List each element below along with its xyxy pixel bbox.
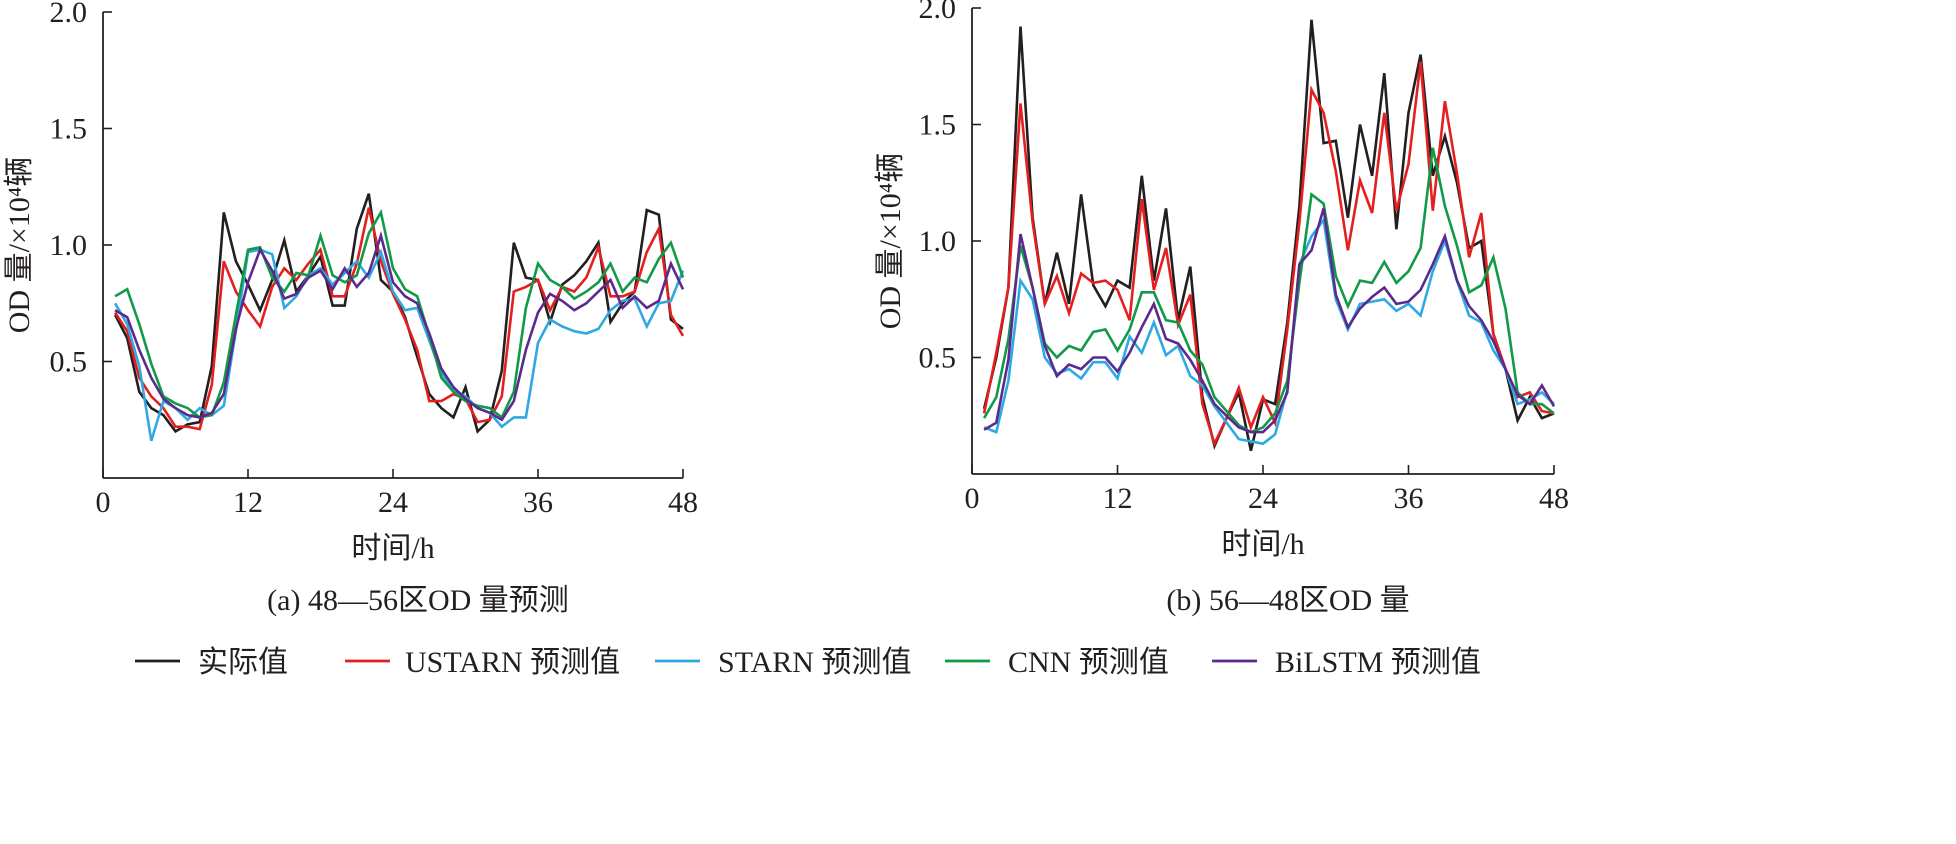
y-tick-label: 0.5 — [50, 346, 88, 379]
legend-label: STARN 预测值 — [718, 646, 911, 679]
x-tick-label: 24 — [1248, 482, 1278, 515]
legend-label: 实际值 — [198, 646, 288, 679]
x-tick-label: 12 — [233, 486, 263, 519]
series-line-4 — [114, 208, 685, 420]
legend-label: USTARN 预测值 — [405, 646, 620, 679]
legend: 实际值 USTARN 预测值 STARN 预测值 CNN 预测值 BiLSTM 预测值 — [135, 646, 1481, 679]
x-tick-label: 24 — [378, 486, 408, 519]
x-tick-label: 0 — [96, 486, 111, 519]
x-axis-title: 时间/h — [1221, 528, 1304, 561]
legend-label: BiLSTM 预测值 — [1275, 646, 1481, 679]
y-tick-label: 2.0 — [919, 0, 957, 25]
panel-caption: (a) 48—56区OD 量预测 — [267, 584, 569, 617]
x-tick-label: 12 — [1103, 482, 1133, 515]
x-tick-label: 48 — [668, 486, 698, 519]
y-tick-label: 2.0 — [50, 0, 88, 29]
y-axis-title: OD 量/×10⁴辆 — [874, 153, 907, 330]
x-axis-title: 时间/h — [351, 532, 434, 565]
y-tick-label: 0.5 — [919, 342, 957, 375]
y-axis-title: OD 量/×10⁴辆 — [3, 157, 36, 334]
y-tick-label: 1.5 — [919, 109, 957, 142]
series-line-1 — [113, 193, 684, 434]
x-tick-label: 36 — [523, 486, 553, 519]
x-tick-label: 0 — [965, 482, 980, 515]
panel-caption: (b) 56—48区OD 量 — [1166, 584, 1409, 617]
series-line-1 — [982, 19, 1555, 451]
series-line-5 — [114, 231, 685, 422]
x-tick-label: 36 — [1394, 482, 1424, 515]
y-tick-label: 1.0 — [50, 229, 88, 262]
x-tick-label: 48 — [1539, 482, 1569, 515]
series-line-2 — [982, 61, 1555, 448]
panel-a: 0.5 1.0 1.5 2.0 0 12 24 36 48 时间/h OD 量/×10⁴辆 (a) 4… — [3, 0, 698, 617]
y-tick-label: 1.5 — [50, 113, 88, 146]
series-line-4 — [982, 147, 1555, 434]
y-tick-label: 1.0 — [919, 225, 957, 258]
series-line-5 — [983, 208, 1556, 434]
legend-label: CNN 预测值 — [1008, 646, 1169, 679]
panel-b: 0.5 1.0 1.5 2.0 0 12 24 36 48 时间/h OD 量/×10⁴辆 (b) 5… — [874, 0, 1569, 617]
series-line-2 — [114, 207, 685, 431]
